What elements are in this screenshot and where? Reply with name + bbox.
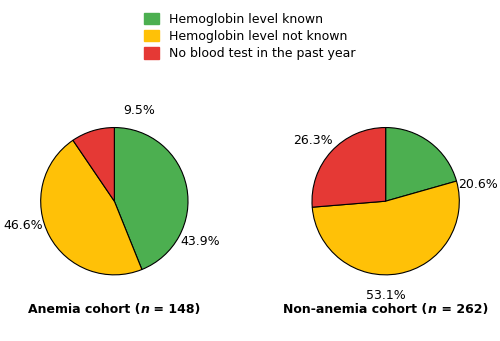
Text: n: n — [428, 303, 436, 316]
Text: 9.5%: 9.5% — [123, 104, 154, 117]
Text: 46.6%: 46.6% — [4, 219, 43, 232]
Text: 20.6%: 20.6% — [458, 178, 498, 191]
Text: = 262): = 262) — [436, 303, 488, 316]
Wedge shape — [73, 128, 114, 201]
Wedge shape — [386, 128, 456, 201]
Wedge shape — [312, 181, 460, 275]
Text: 53.1%: 53.1% — [366, 289, 406, 302]
Legend: Hemoglobin level known, Hemoglobin level not known, No blood test in the past ye: Hemoglobin level known, Hemoglobin level… — [138, 6, 362, 66]
Text: = 148): = 148) — [150, 303, 200, 316]
Wedge shape — [40, 140, 142, 275]
Wedge shape — [114, 128, 188, 269]
Text: 43.9%: 43.9% — [180, 235, 220, 248]
Text: Anemia cohort (: Anemia cohort ( — [28, 303, 140, 316]
Text: n: n — [140, 303, 149, 316]
Text: Non-anemia cohort (: Non-anemia cohort ( — [284, 303, 428, 316]
Text: 26.3%: 26.3% — [294, 134, 333, 147]
Wedge shape — [312, 128, 386, 207]
